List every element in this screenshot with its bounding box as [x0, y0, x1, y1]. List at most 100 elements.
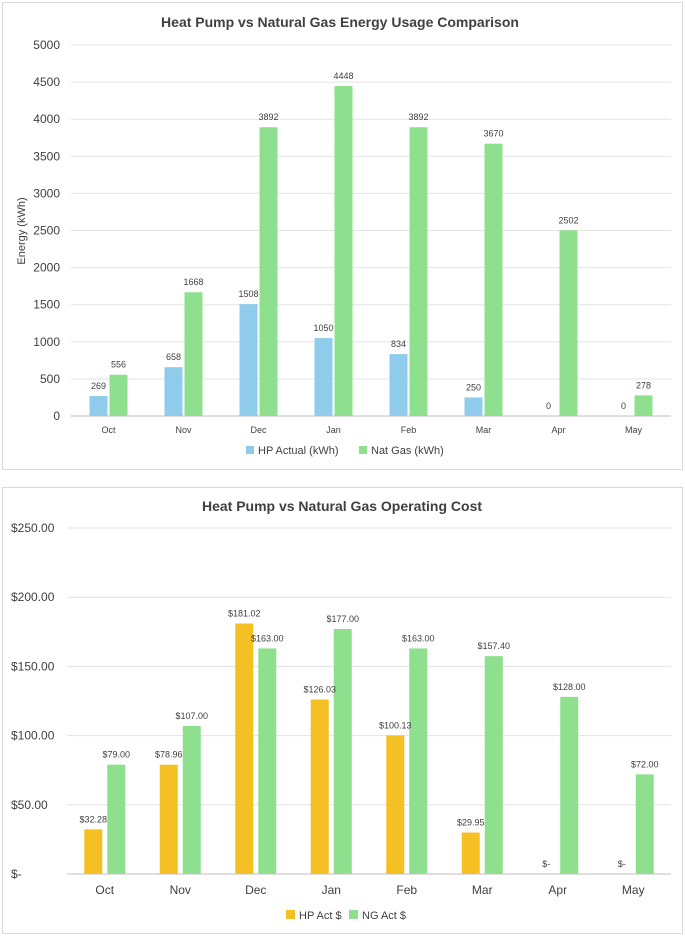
data-label: $-: [618, 859, 626, 869]
x-tick-label: Mar: [472, 883, 493, 897]
legend-swatch: [286, 910, 295, 919]
x-tick-label: Nov: [170, 883, 191, 897]
y-tick-label: 4500: [33, 75, 60, 89]
bar-series-2-mar: [484, 143, 503, 416]
y-tick-label: 2000: [33, 261, 60, 275]
bar-series-1-nov: [164, 367, 183, 416]
data-label: $181.02: [228, 608, 261, 618]
chart-title: Heat Pump vs Natural Gas Energy Usage Co…: [161, 14, 519, 30]
y-tick-label: $50.00: [11, 798, 48, 812]
legend-swatch: [349, 910, 358, 919]
data-label: $128.00: [553, 682, 586, 692]
data-label: 4448: [333, 71, 353, 81]
data-label: 278: [636, 380, 651, 390]
bar-series-1-mar: [461, 832, 480, 874]
data-label: 3892: [408, 112, 428, 122]
y-tick-label: $-: [11, 867, 22, 881]
y-tick-label: 2500: [33, 224, 60, 238]
legend-label: NG Act $: [362, 910, 406, 922]
bar-series-2-feb: [409, 127, 428, 417]
energy-usage-chart: Heat Pump vs Natural Gas Energy Usage Co…: [16, 14, 671, 457]
y-tick-label: 4000: [33, 112, 60, 126]
data-labels: $32.28 $79.00 $78.96 $107.00 $181.02 $163.00 $…: [79, 608, 658, 869]
bar-series-1-jan: [310, 699, 329, 874]
bar-series-1-oct: [89, 396, 108, 416]
bar-series-1-dec: [235, 623, 254, 874]
data-label: 1668: [183, 277, 203, 287]
data-label: 556: [111, 360, 126, 370]
x-tick-label: Jan: [326, 425, 341, 435]
data-label: $32.28: [79, 814, 107, 824]
bar-series-2-oct: [109, 374, 128, 416]
data-label: $126.03: [303, 685, 336, 695]
bar-series-1-nov: [159, 764, 178, 874]
x-tick-label: Oct: [95, 883, 114, 897]
data-label: 0: [621, 401, 626, 411]
legend-label: Nat Gas (kWh): [371, 445, 444, 457]
x-tick-label: Oct: [101, 425, 116, 435]
data-label: 0: [546, 401, 551, 411]
data-label: $78.96: [155, 750, 183, 760]
bar-series-1-feb: [389, 354, 408, 416]
x-axis: Oct Nov Dec Jan Feb Mar Apr May: [101, 425, 642, 435]
x-tick-label: Apr: [551, 425, 565, 435]
bar-series-2-apr: [560, 696, 579, 874]
legend: HP Act $ NG Act $: [286, 910, 406, 922]
bar-series-2-apr: [559, 230, 578, 416]
bar-series-1-oct: [84, 829, 103, 874]
bar-series-1-jan: [314, 338, 333, 416]
y-tick-label: $200.00: [11, 590, 55, 604]
data-label: $177.00: [326, 614, 359, 624]
bar-series-2-may: [635, 774, 654, 874]
legend-swatch: [359, 446, 367, 454]
bar-series-1-mar: [464, 397, 483, 416]
bar-series-2-may: [634, 395, 653, 416]
data-label: 1508: [238, 289, 258, 299]
data-label: $157.40: [477, 641, 510, 651]
y-tick-label: 0: [53, 409, 60, 423]
y-tick-label: 1000: [33, 335, 60, 349]
bar-series-1-dec: [239, 304, 258, 416]
data-label: 250: [466, 382, 481, 392]
bar-series-2-nov: [182, 725, 201, 874]
x-tick-label: Feb: [396, 883, 417, 897]
x-tick-label: Nov: [175, 425, 192, 435]
legend-swatch: [246, 446, 254, 454]
data-label: $163.00: [402, 633, 435, 643]
y-axis: $- $50.00 $100.00 $150.00 $200.00 $250.00: [11, 521, 55, 881]
data-label: 3892: [258, 112, 278, 122]
data-label: 3670: [483, 129, 503, 139]
bar-series-1-feb: [386, 735, 405, 874]
data-label: $79.00: [102, 750, 130, 760]
legend-label: HP Act $: [299, 910, 342, 922]
y-tick-label: 3000: [33, 186, 60, 200]
data-label: $100.13: [379, 720, 412, 730]
y-axis-label: Energy (kWh): [16, 197, 28, 264]
y-tick-label: $100.00: [11, 729, 55, 743]
x-tick-label: May: [625, 425, 643, 435]
data-label: 834: [391, 339, 406, 349]
data-label: 1050: [313, 323, 333, 333]
data-label: $29.95: [457, 818, 485, 828]
data-label: $163.00: [251, 633, 284, 643]
operating-cost-chart-panel: Heat Pump vs Natural Gas Operating Cost …: [2, 487, 683, 934]
x-tick-label: Feb: [401, 425, 417, 435]
energy-usage-chart-panel: Heat Pump vs Natural Gas Energy Usage Co…: [2, 2, 683, 470]
gridlines: [71, 44, 671, 380]
data-labels: 269 556 658 1668 1508 3892 1050 4448 834 3892 250 3…: [91, 71, 651, 411]
x-tick-label: Jan: [322, 883, 341, 897]
legend-label: HP Actual (kWh): [258, 445, 339, 457]
y-tick-label: 500: [40, 372, 60, 386]
data-label: $-: [542, 859, 550, 869]
x-tick-label: May: [622, 883, 645, 897]
data-label: 2502: [558, 215, 578, 225]
bar-series-2-oct: [107, 764, 126, 874]
y-axis: 0 500 1000 1500 2000 2500 3000 3500 4000 4500 5000: [33, 38, 60, 423]
bar-series-2-jan: [333, 629, 352, 874]
data-label: $72.00: [631, 759, 659, 769]
y-tick-label: 5000: [33, 38, 60, 52]
bar-series-2-feb: [409, 648, 428, 874]
legend: HP Actual (kWh) Nat Gas (kWh): [246, 445, 444, 457]
y-tick-label: $250.00: [11, 521, 55, 535]
bar-series-2-nov: [184, 292, 203, 416]
